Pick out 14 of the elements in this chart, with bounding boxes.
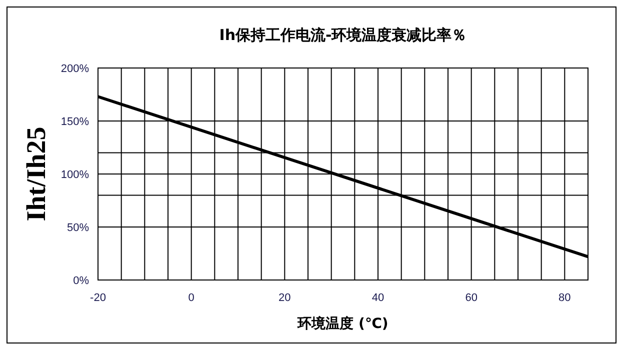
x-tick-label: 40 xyxy=(372,292,384,304)
x-tick-label: 0 xyxy=(188,292,194,304)
x-tick-label: 60 xyxy=(465,292,478,304)
x-tick-label: 80 xyxy=(558,292,571,304)
x-tick-label: 20 xyxy=(278,292,291,304)
y-tick-label: 200% xyxy=(60,63,90,75)
chart-title: Ih保持工作电流-环境温度衰减比率％ xyxy=(219,26,467,44)
y-tick-label: 150% xyxy=(60,116,90,128)
x-axis-title: 环境温度 (℃) xyxy=(296,315,388,332)
y-tick-label: 100% xyxy=(60,169,90,181)
y-axis-title: Iht/Ih25 xyxy=(21,126,51,222)
y-tick-label: 0% xyxy=(73,275,90,287)
x-tick-label: -20 xyxy=(90,292,106,304)
y-tick-label: 50% xyxy=(66,222,90,234)
